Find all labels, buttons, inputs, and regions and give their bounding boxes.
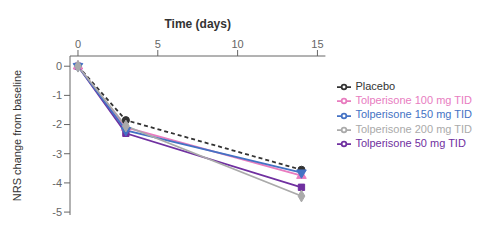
html-text:Tolperisone 200 mg TID: Tolperisone 200 mg TID [355, 122, 472, 135]
svg-text:-4: -4 [52, 177, 62, 189]
svg-text:5: 5 [155, 38, 161, 50]
svg-text:10: 10 [231, 38, 243, 50]
html-text:Placebo: Placebo [355, 80, 396, 93]
svg-text:0: 0 [56, 60, 62, 72]
html-text:Tolperisone 50 mg TID: Tolperisone 50 mg TID [355, 136, 466, 149]
svg-text:-5: -5 [52, 206, 62, 218]
svg-text:NRS change from baseline: NRS change from baseline [11, 70, 23, 201]
html-text:Tolperisone 100 mg TID: Tolperisone 100 mg TID [355, 94, 472, 107]
svg-text:-2: -2 [52, 118, 62, 130]
svg-text:-3: -3 [52, 148, 62, 160]
html-text:Tolperisone 150 mg TID: Tolperisone 150 mg TID [355, 108, 472, 121]
svg-text:Time (days): Time (days) [164, 17, 230, 31]
svg-text:-1: -1 [52, 89, 62, 101]
svg-text:0: 0 [75, 38, 81, 50]
svg-text:15: 15 [311, 38, 323, 50]
